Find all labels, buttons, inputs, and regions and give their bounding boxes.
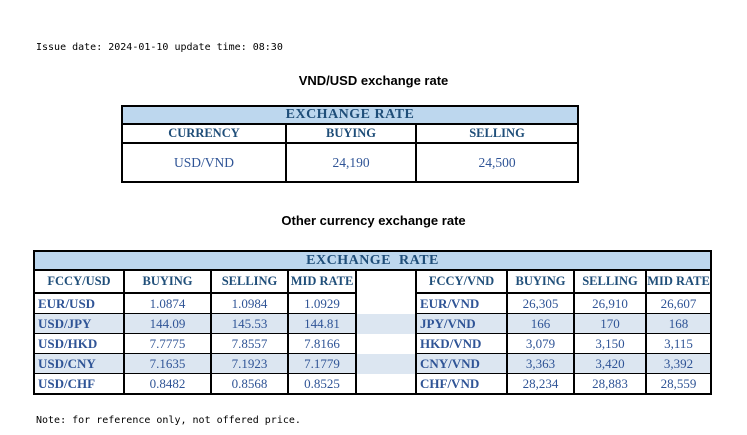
spacer-cell [355,353,417,374]
other-table-title: Other currency exchange rate [281,213,466,228]
currency-pair-cell: JPY/VND [415,313,508,334]
mid-rate-cell: 1.0929 [287,292,357,314]
column-header-midrate-left: MID RATE [287,269,357,294]
table-row: USD/CNY 7.1635 7.1923 7.1779 CNY/VND 3,3… [33,353,713,374]
buying-rate-cell: 3,363 [506,353,575,374]
spacer-cell [355,313,417,334]
spacer-cell [355,373,417,394]
buying-rate-cell: 24,190 [285,142,417,183]
buying-rate-cell: 1.0874 [123,292,212,314]
mid-rate-cell: 3,115 [644,333,713,354]
usd-table-title: VND/USD exchange rate [298,73,449,88]
currency-pair-cell: USD/CHF [33,373,125,395]
buying-rate-cell: 26,305 [506,292,575,314]
mid-rate-cell: 168 [644,313,713,334]
column-header-buying-left: BUYING [123,269,212,294]
currency-pair-cell: USD/VND [121,142,287,183]
usd-table-banner: EXCHANGE RATE [120,105,580,125]
table-row: USD/JPY 144.09 145.53 144.81 JPY/VND 166… [33,313,713,334]
spacer-cell [355,333,417,354]
currency-pair-cell: EUR/USD [33,292,125,314]
mid-rate-cell: 28,559 [644,373,713,395]
spacer-cell [355,270,417,293]
selling-rate-cell: 170 [573,313,647,334]
other-table-banner: EXCHANGE RATE [32,250,713,271]
buying-rate-cell: 166 [506,313,575,334]
mid-rate-cell: 144.81 [287,313,357,334]
column-header-fccy-usd: FCCY/USD [33,269,125,294]
selling-rate-cell: 0.8568 [210,373,289,395]
mid-rate-cell: 3,392 [644,353,713,374]
column-header-selling-left: SELLING [210,269,289,294]
table-row: USD/VND 24,190 24,500 [121,142,580,183]
buying-rate-cell: 3,079 [506,333,575,354]
note-line: Note: for reference only, not offered pr… [36,415,301,426]
table-row: USD/HKD 7.7775 7.8557 7.8166 HKD/VND 3,0… [33,333,713,354]
usd-rate-table: EXCHANGE RATE CURRENCY BUYING SELLING US… [120,105,580,183]
buying-rate-cell: 0.8482 [123,373,212,395]
currency-pair-cell: CHF/VND [415,373,508,395]
mid-rate-cell: 26,607 [644,292,713,314]
selling-rate-cell: 3,420 [573,353,647,374]
currency-pair-cell: USD/JPY [33,313,125,334]
other-rate-table: EXCHANGE RATE FCCY/USD BUYING SELLING MI… [32,250,713,395]
mid-rate-cell: 7.8166 [287,333,357,354]
selling-rate-cell: 7.8557 [210,333,289,354]
buying-rate-cell: 144.09 [123,313,212,334]
buying-rate-cell: 28,234 [506,373,575,395]
column-header-fccy-vnd: FCCY/VND [415,269,508,294]
issue-date-line: Issue date: 2024-01-10 update time: 08:3… [36,42,283,53]
table-row: EUR/USD 1.0874 1.0984 1.0929 EUR/VND 26,… [33,292,713,314]
mid-rate-cell: 0.8525 [287,373,357,395]
column-header-currency: CURRENCY [121,123,287,144]
column-header-selling: SELLING [414,123,580,144]
currency-pair-cell: EUR/VND [415,292,508,314]
table-row: USD/CHF 0.8482 0.8568 0.8525 CHF/VND 28,… [33,373,713,395]
currency-pair-cell: USD/HKD [33,333,125,354]
currency-pair-cell: CNY/VND [415,353,508,374]
selling-rate-cell: 7.1923 [210,353,289,374]
mid-rate-cell: 7.1779 [287,353,357,374]
spacer-cell [355,293,417,314]
selling-rate-cell: 1.0984 [210,292,289,314]
selling-rate-cell: 145.53 [210,313,289,334]
selling-rate-cell: 26,910 [573,292,647,314]
currency-pair-cell: HKD/VND [415,333,508,354]
selling-rate-cell: 24,500 [414,142,580,183]
column-header-buying-right: BUYING [506,269,575,294]
buying-rate-cell: 7.7775 [123,333,212,354]
column-header-midrate-right: MID RATE [644,269,713,294]
currency-pair-cell: USD/CNY [33,353,125,374]
column-header-buying: BUYING [285,123,417,144]
selling-rate-cell: 3,150 [573,333,647,354]
buying-rate-cell: 7.1635 [123,353,212,374]
column-header-selling-right: SELLING [573,269,647,294]
selling-rate-cell: 28,883 [573,373,647,395]
